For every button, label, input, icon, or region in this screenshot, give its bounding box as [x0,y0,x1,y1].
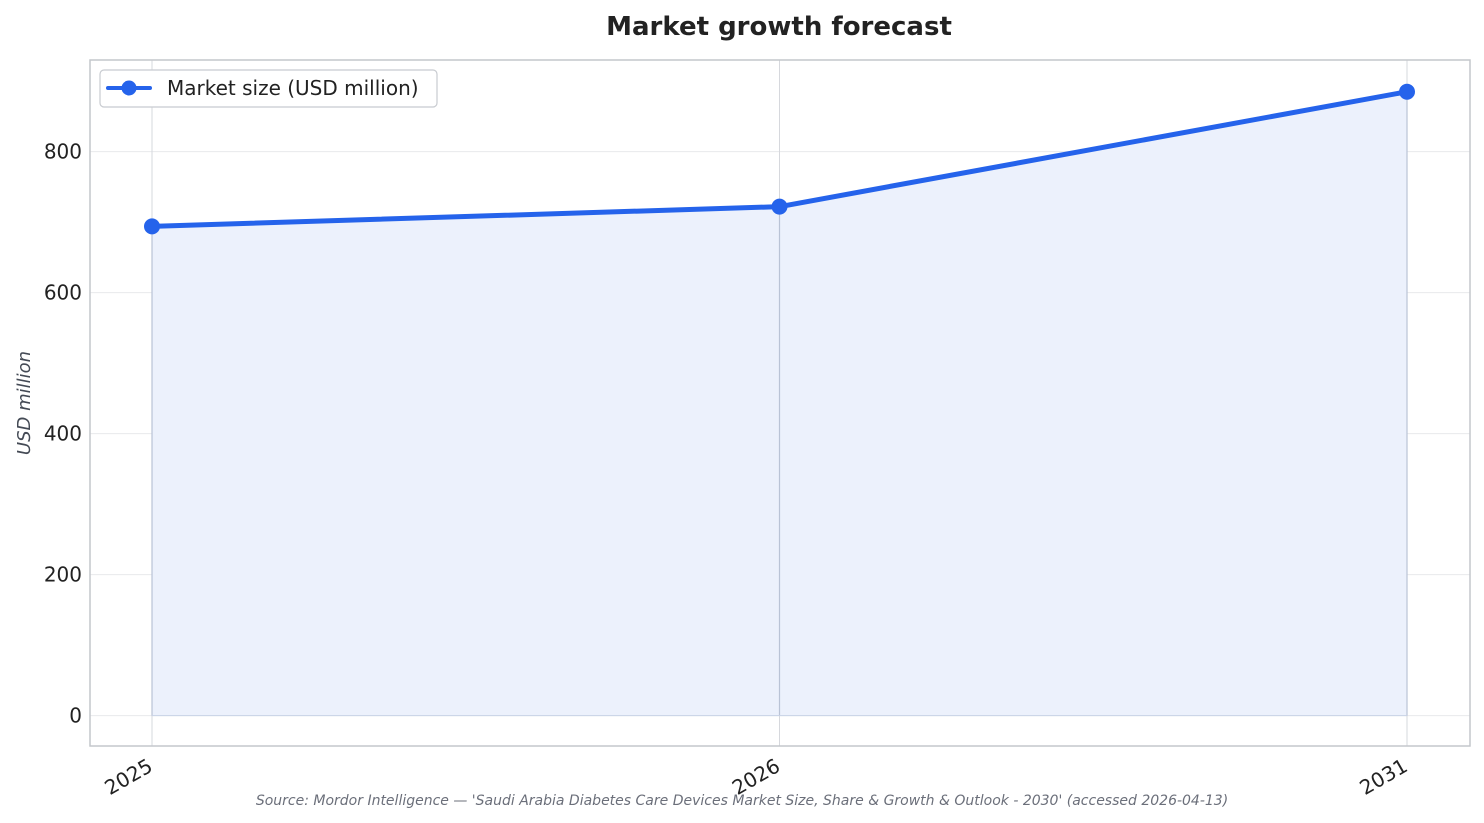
y-axis-ticks: 0 200 400 600 800 [44,140,82,728]
area-fill-layer [151,91,1408,717]
legend-label: Market size (USD million) [167,76,419,100]
legend-marker-swatch [121,80,137,96]
marker-layer [144,83,1415,235]
y-tick-label: 0 [69,704,82,728]
legend-box [99,69,438,108]
plot-area-frame [89,59,1471,747]
y-axis-label: USD million [14,351,35,455]
source-note: Source: Mordor Intelligence — 'Saudi Ara… [256,793,1228,809]
chart-title: Market growth forecast [606,12,952,42]
y-tick-label: 400 [44,422,82,446]
data-point-marker [771,198,788,215]
data-point-marker [144,218,160,235]
data-point-marker [1399,83,1415,100]
y-tick-label: 200 [44,563,82,587]
legend: Market size (USD million) [99,69,438,108]
y-tick-label: 800 [44,140,82,164]
y-tick-label: 600 [44,281,82,305]
